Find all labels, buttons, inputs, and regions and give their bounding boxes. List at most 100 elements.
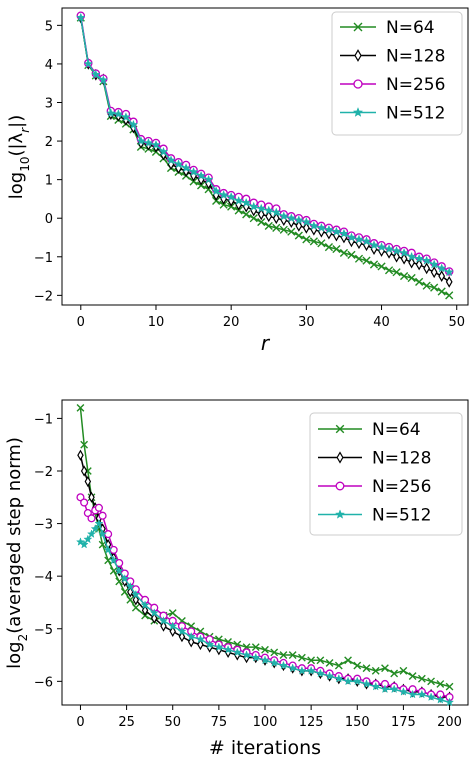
data-point-n-64: [272, 223, 281, 232]
data-point-n-512: [168, 621, 178, 631]
legend-label: N=512: [372, 506, 431, 526]
data-point-n-256: [76, 493, 85, 502]
data-point-n-256: [94, 503, 103, 512]
data-point-n-512: [278, 660, 289, 670]
data-point-n-64: [332, 244, 341, 254]
data-point-n-512: [286, 213, 297, 223]
data-point-n-512: [98, 75, 109, 85]
y-tick-label: −6: [34, 675, 53, 690]
data-point-n-64: [334, 661, 343, 670]
legend-marker: [335, 424, 345, 434]
data-point-n-128: [423, 262, 431, 275]
legend-marker: [334, 509, 346, 519]
data-point-n-64: [115, 577, 124, 586]
data-point-n-512: [380, 684, 390, 694]
data-point-n-256: [83, 509, 92, 518]
data-point-n-512: [384, 244, 394, 254]
x-tick-label: 10: [148, 315, 165, 330]
data-point-n-128: [132, 594, 140, 606]
data-point-n-64: [390, 669, 399, 678]
legend-marker: [352, 106, 364, 117]
eigenvalue-decay-chart: 0 10 20 30 40 50 −2 −1 0 1 2 3 4 5 r log10(|λr|) N=6…: [6, 7, 469, 355]
data-point-n-512: [343, 676, 353, 686]
data-point-n-512: [149, 608, 159, 617]
data-point-n-64: [437, 287, 446, 296]
y-tick-label: −1: [34, 412, 53, 427]
data-point-n-64: [324, 243, 334, 252]
data-point-n-256: [80, 498, 89, 507]
data-point-n-512: [195, 634, 205, 644]
data-point-n-512: [426, 692, 436, 701]
data-point-n-64: [354, 254, 364, 263]
data-point-n-512: [263, 205, 274, 215]
legend: N=64 N=128 N=256 N=512: [309, 412, 463, 536]
data-point-n-512: [241, 197, 251, 207]
data-point-n-64: [270, 648, 279, 657]
data-point-n-512: [306, 666, 316, 675]
y-tick-label: −1: [34, 251, 53, 266]
data-point-n-64: [377, 262, 386, 271]
y-tick-label: 2: [45, 135, 53, 150]
data-point-n-512: [140, 600, 150, 609]
data-point-n-512: [125, 581, 135, 591]
legend: N=64 N=128 N=256 N=512: [331, 11, 463, 136]
y-axis: −6 −5 −4 −3 −2 −1: [34, 412, 62, 690]
data-point-n-512: [90, 524, 100, 533]
data-point-n-512: [128, 119, 139, 129]
data-point-n-64: [325, 659, 334, 667]
data-point-n-512: [241, 650, 252, 659]
data-point-n-512: [120, 573, 130, 583]
data-point-n-512: [86, 529, 97, 538]
data-point-n-512: [279, 211, 289, 221]
data-point-n-512: [83, 534, 93, 544]
data-point-n-512: [114, 566, 124, 575]
x-tick-label: 150: [345, 715, 370, 730]
data-point-n-128: [257, 208, 265, 221]
legend-label: N=128: [386, 47, 445, 67]
data-point-n-128: [445, 275, 453, 288]
data-point-n-512: [188, 166, 199, 177]
data-point-n-512: [158, 616, 169, 625]
x-tick-label: 200: [437, 715, 462, 730]
data-point-n-64: [298, 653, 306, 662]
data-point-n-64: [279, 651, 288, 659]
data-point-n-512: [251, 652, 261, 662]
data-point-n-64: [417, 674, 426, 683]
data-point-n-512: [301, 217, 312, 227]
legend-item-n-64: N=64: [340, 18, 435, 38]
data-point-n-64: [279, 225, 288, 234]
data-point-n-128: [430, 266, 438, 279]
data-point-n-512: [309, 220, 319, 231]
data-point-n-512: [406, 251, 417, 261]
data-point-n-256: [109, 545, 118, 554]
data-point-n-128: [169, 625, 176, 637]
data-point-n-64: [384, 266, 394, 275]
data-point-n-512: [260, 655, 270, 665]
data-point-n-64: [415, 277, 424, 286]
data-point-n-512: [354, 234, 364, 244]
data-point-n-512: [334, 673, 344, 683]
data-point-n-512: [444, 697, 455, 707]
data-point-n-128: [302, 221, 310, 234]
data-point-n-64: [427, 677, 435, 686]
data-point-n-512: [414, 253, 424, 263]
data-point-n-64: [371, 666, 380, 675]
data-point-n-512: [94, 518, 104, 528]
data-point-n-128: [295, 220, 303, 232]
series-layer: [76, 11, 454, 300]
data-point-n-128: [178, 631, 186, 643]
y-axis-label: log10(|λr|): [6, 115, 32, 200]
data-point-n-64: [251, 643, 260, 652]
legend-item-n-256: N=256: [318, 477, 431, 497]
data-point-n-512: [316, 222, 327, 232]
data-point-n-64: [242, 210, 251, 219]
data-point-n-512: [218, 190, 229, 200]
x-tick-label: 175: [391, 715, 416, 730]
data-point-n-128: [400, 252, 408, 265]
data-point-n-64: [307, 656, 316, 665]
data-point-n-512: [399, 247, 409, 258]
data-point-n-512: [79, 539, 89, 549]
data-point-n-128: [272, 212, 280, 225]
x-tick-label: 50: [164, 715, 181, 730]
